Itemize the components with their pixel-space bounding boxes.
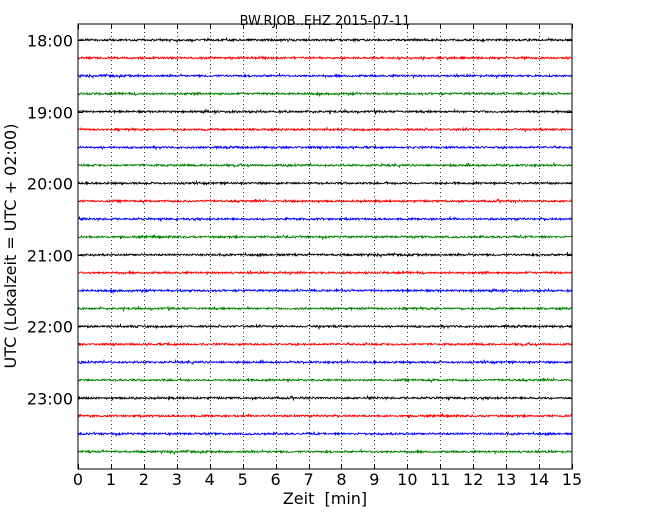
x-tick-label-0: 0 bbox=[73, 470, 83, 489]
y-tick-label-2: 20:00 bbox=[27, 175, 73, 194]
trace-2015 bbox=[77, 198, 573, 205]
trace-1800 bbox=[77, 36, 573, 44]
trace-layer bbox=[77, 36, 573, 456]
y-tick-layer: 18:00 19:00 20:00 21:00 22:00 23:00 bbox=[27, 32, 572, 409]
x-tick-label-7: 7 bbox=[303, 470, 313, 489]
trace-2130 bbox=[77, 287, 573, 295]
trace-2300 bbox=[77, 394, 573, 402]
x-tick-label-2: 2 bbox=[139, 470, 149, 489]
trace-2330 bbox=[77, 430, 573, 438]
trace-2045 bbox=[77, 233, 573, 241]
trace-2315 bbox=[77, 412, 573, 419]
trace-2000 bbox=[77, 179, 573, 186]
trace-1915 bbox=[77, 126, 573, 134]
x-tick-label-14: 14 bbox=[529, 470, 549, 489]
trace-1900 bbox=[77, 108, 573, 116]
x-tick-label-9: 9 bbox=[369, 470, 379, 489]
y-axis-label: UTC (Lokalzeit = UTC + 02:00) bbox=[1, 124, 20, 369]
x-tick-layer: 0 1 2 3 4 5 6 7 8 9 10 11 12 13 14 15 bbox=[73, 24, 582, 489]
plot-frame bbox=[77, 23, 573, 470]
trace-2230 bbox=[77, 358, 573, 366]
trace-2115 bbox=[77, 269, 573, 277]
x-tick-label-8: 8 bbox=[336, 470, 346, 489]
trace-1830 bbox=[77, 72, 573, 80]
trace-1845 bbox=[77, 90, 573, 98]
trace-2215 bbox=[77, 341, 573, 348]
x-tick-label-12: 12 bbox=[463, 470, 483, 489]
x-tick-label-11: 11 bbox=[430, 470, 450, 489]
trace-1945 bbox=[77, 161, 573, 169]
x-tick-label-4: 4 bbox=[205, 470, 215, 489]
grid-layer bbox=[111, 24, 540, 469]
x-tick-label-3: 3 bbox=[172, 470, 182, 489]
y-tick-label-4: 22:00 bbox=[27, 318, 73, 337]
trace-1930 bbox=[77, 144, 573, 151]
y-tick-label-1: 19:00 bbox=[27, 104, 73, 123]
y-tick-label-5: 23:00 bbox=[27, 390, 73, 409]
x-tick-label-6: 6 bbox=[271, 470, 281, 489]
y-tick-label-3: 21:00 bbox=[27, 247, 73, 266]
trace-2145 bbox=[77, 305, 573, 313]
trace-2200 bbox=[77, 322, 573, 331]
trace-2100 bbox=[77, 251, 573, 259]
chart-title: BW.RJOB..EHZ 2015-07-11 bbox=[240, 14, 411, 29]
x-tick-label-5: 5 bbox=[238, 470, 248, 489]
x-tick-label-10: 10 bbox=[397, 470, 417, 489]
y-tick-label-0: 18:00 bbox=[27, 32, 73, 51]
trace-2245 bbox=[77, 377, 573, 384]
trace-2345 bbox=[77, 448, 573, 456]
x-tick-label-15: 15 bbox=[562, 470, 582, 489]
trace-2030 bbox=[77, 215, 573, 223]
x-tick-label-1: 1 bbox=[106, 470, 116, 489]
trace-1815 bbox=[77, 54, 573, 62]
x-tick-label-13: 13 bbox=[496, 470, 516, 489]
x-axis-label: Zeit [min] bbox=[283, 489, 367, 508]
